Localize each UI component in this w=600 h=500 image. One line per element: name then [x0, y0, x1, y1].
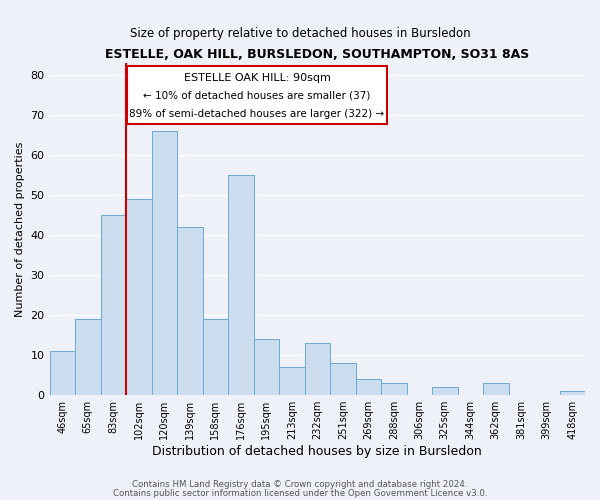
Text: ESTELLE OAK HILL: 90sqm: ESTELLE OAK HILL: 90sqm	[184, 73, 331, 83]
Bar	[356, 378, 381, 394]
Text: Contains HM Land Registry data © Crown copyright and database right 2024.: Contains HM Land Registry data © Crown c…	[132, 480, 468, 489]
Bar	[126, 199, 152, 394]
Text: 89% of semi-detached houses are larger (322) →: 89% of semi-detached houses are larger (…	[130, 109, 385, 119]
Bar	[560, 390, 585, 394]
Bar	[203, 319, 228, 394]
Bar	[228, 175, 254, 394]
Text: Contains public sector information licensed under the Open Government Licence v3: Contains public sector information licen…	[113, 488, 487, 498]
Bar	[177, 227, 203, 394]
Text: Size of property relative to detached houses in Bursledon: Size of property relative to detached ho…	[130, 28, 470, 40]
Title: ESTELLE, OAK HILL, BURSLEDON, SOUTHAMPTON, SO31 8AS: ESTELLE, OAK HILL, BURSLEDON, SOUTHAMPTO…	[105, 48, 529, 60]
Bar	[381, 382, 407, 394]
FancyBboxPatch shape	[127, 66, 387, 124]
Bar	[279, 366, 305, 394]
Bar	[254, 339, 279, 394]
Bar	[305, 343, 330, 394]
Bar	[330, 362, 356, 394]
Bar	[152, 131, 177, 394]
Y-axis label: Number of detached properties: Number of detached properties	[15, 141, 25, 316]
Bar	[432, 386, 458, 394]
Bar	[50, 351, 75, 395]
Text: ← 10% of detached houses are smaller (37): ← 10% of detached houses are smaller (37…	[143, 90, 371, 101]
Bar	[101, 215, 126, 394]
Bar	[75, 319, 101, 394]
Bar	[483, 382, 509, 394]
X-axis label: Distribution of detached houses by size in Bursledon: Distribution of detached houses by size …	[152, 444, 482, 458]
